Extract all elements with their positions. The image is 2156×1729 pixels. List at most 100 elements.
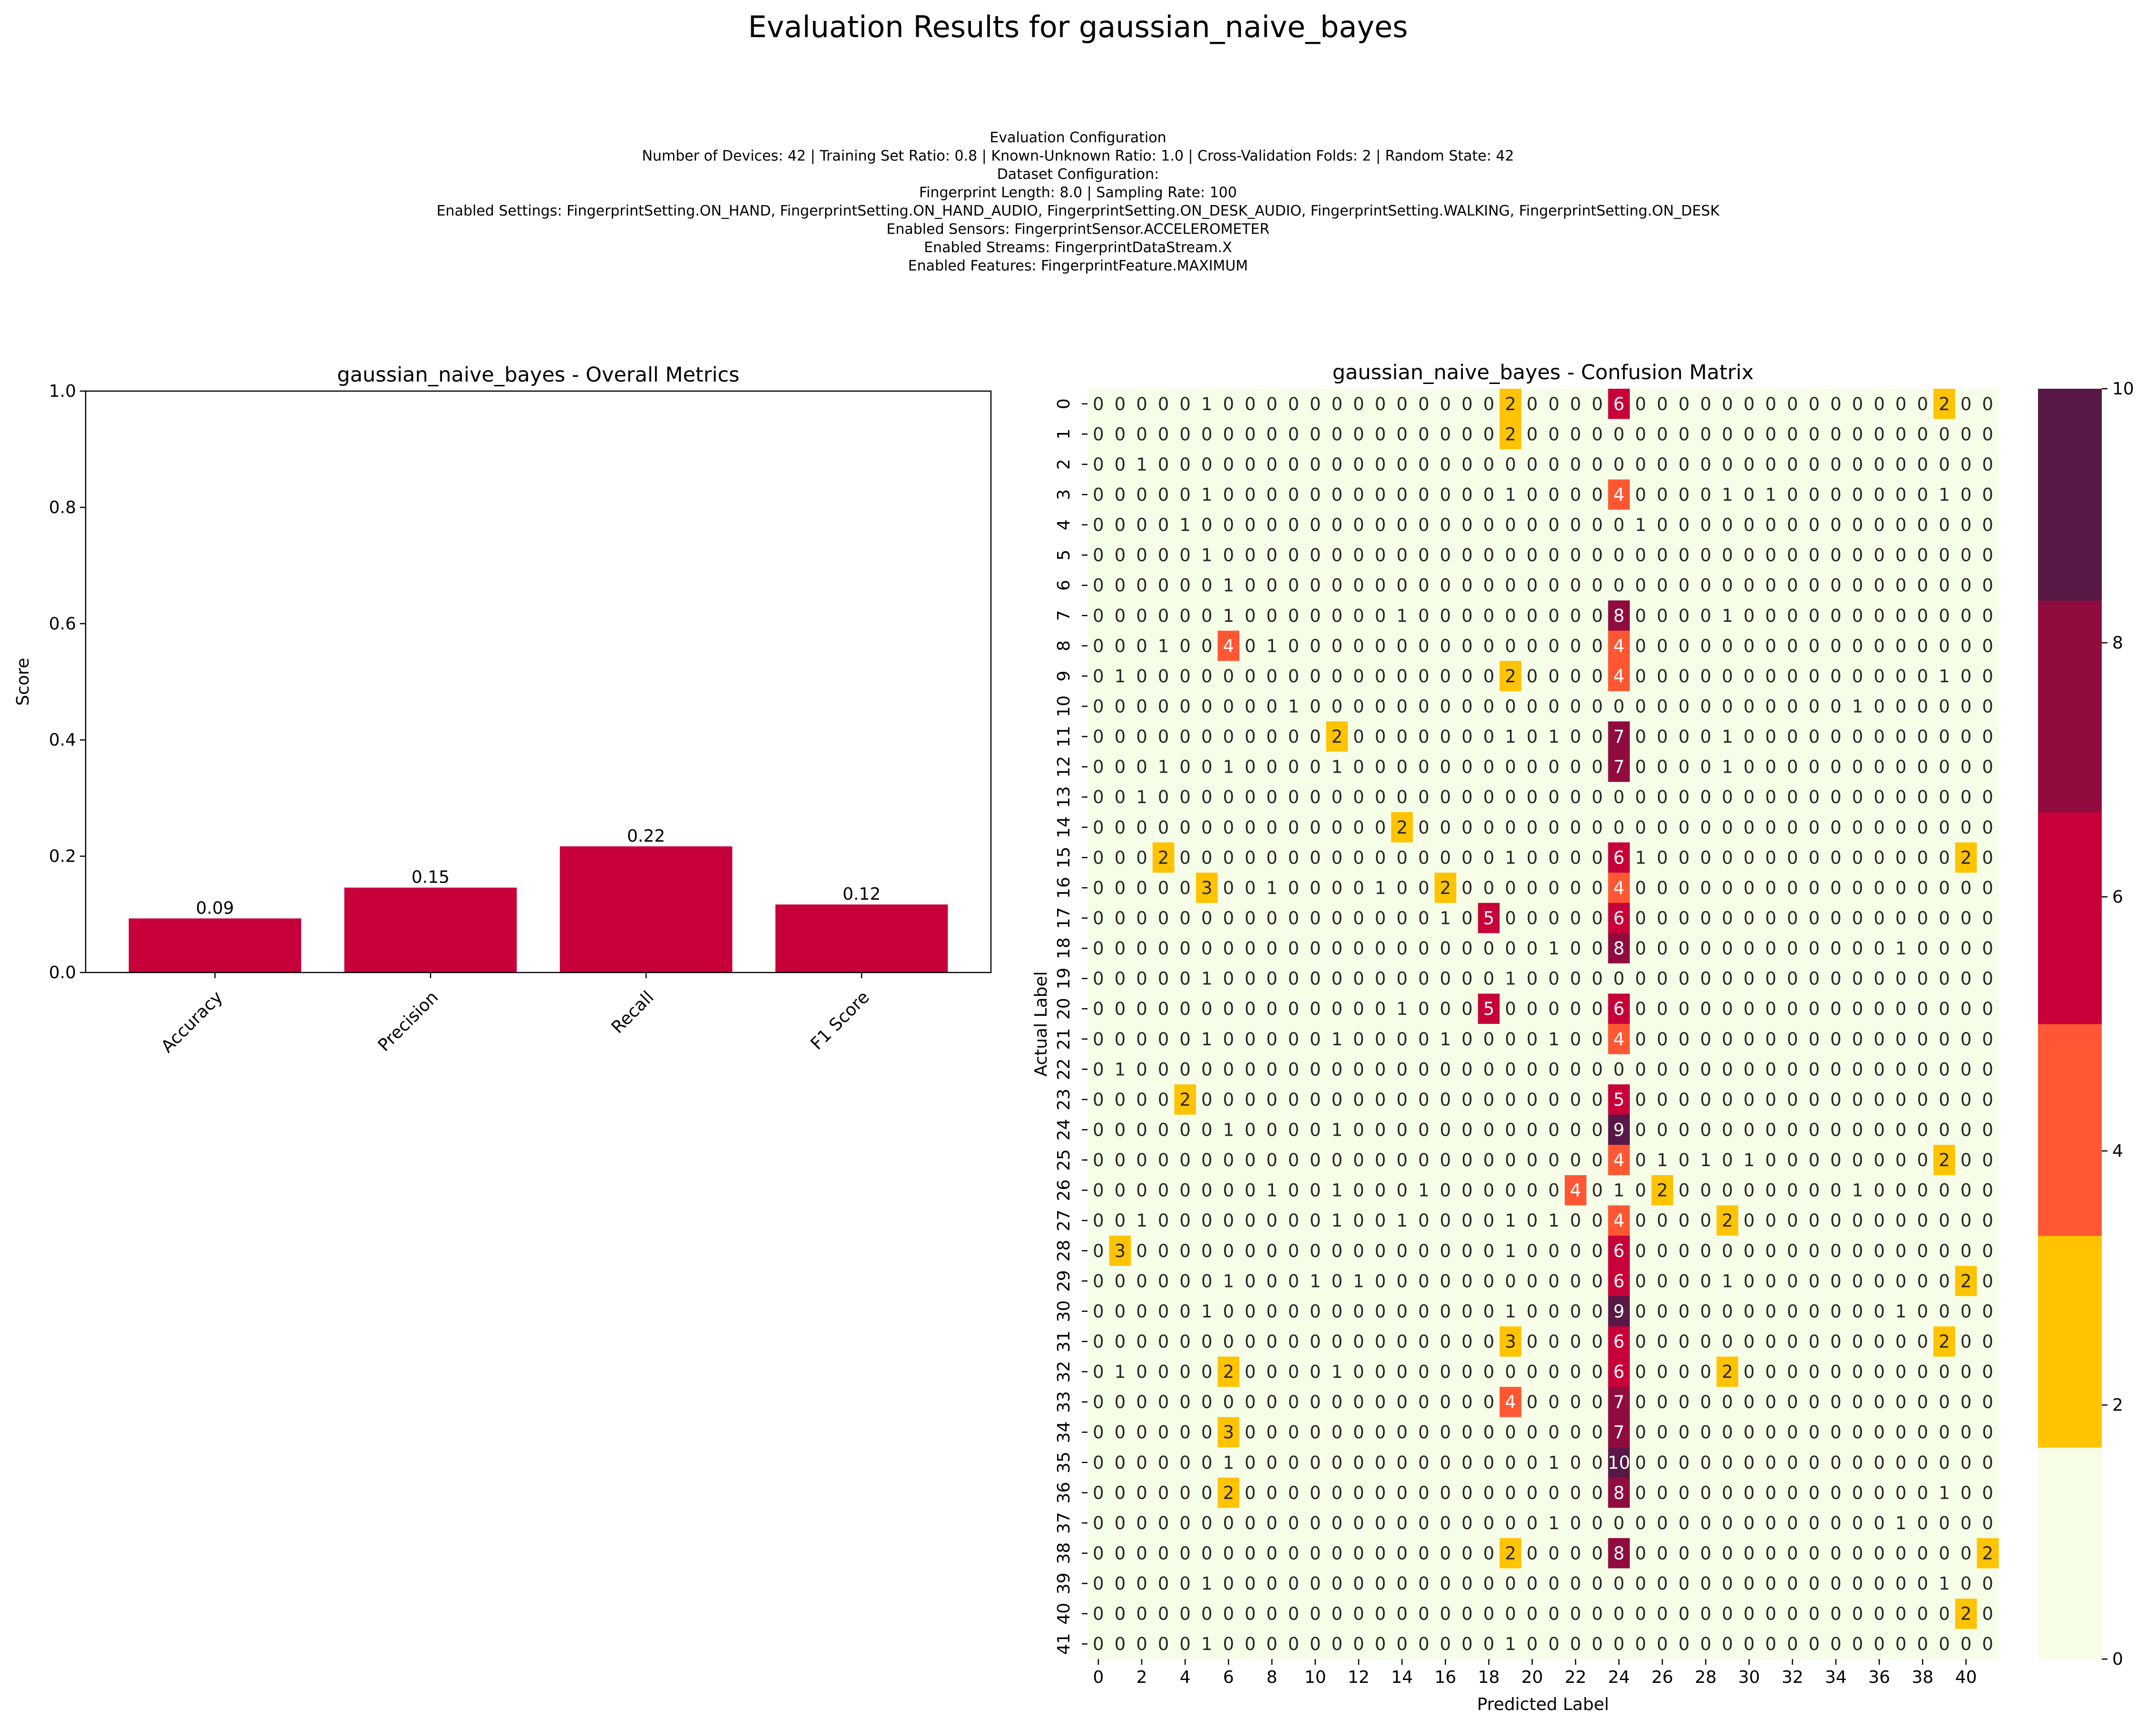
cell-value-label: 0 <box>1288 485 1299 505</box>
cell-value-label: 0 <box>1115 1513 1126 1533</box>
cell-value-label: 0 <box>1288 1180 1299 1201</box>
cell-value-label: 0 <box>1332 636 1343 656</box>
cell-value-label: 0 <box>1982 485 1993 505</box>
cell-value-label: 1 <box>1201 1634 1213 1654</box>
heatmap-cell <box>1499 570 1522 601</box>
cell-value-label: 1 <box>1548 1029 1560 1050</box>
cell-value-label: 0 <box>1223 1090 1235 1110</box>
cell-value-label: 0 <box>1830 1210 1842 1231</box>
cell-value-label: 0 <box>1223 787 1235 807</box>
bar-chart-title: gaussian_naive_bayes - Overall Metrics <box>337 363 740 387</box>
cell-value-label: 1 <box>1635 847 1646 868</box>
cell-value-label: 0 <box>1418 817 1430 838</box>
cell-value-label: 0 <box>1375 1392 1386 1413</box>
cell-value-label: 0 <box>1505 606 1516 626</box>
cell-value-label: 0 <box>1830 545 1842 566</box>
cell-value-label: 0 <box>1418 575 1430 596</box>
cell-value-label: 2 <box>1722 1210 1733 1231</box>
heatmap-cell <box>1586 419 1608 450</box>
cell-value-label: 0 <box>1353 394 1364 414</box>
heatmap-cell <box>1651 419 1674 450</box>
cell-value-label: 0 <box>1809 1120 1820 1140</box>
cell-value-label: 0 <box>1809 727 1820 747</box>
cell-value-label: 0 <box>1657 1271 1668 1291</box>
cell-value-label: 1 <box>1939 666 1950 687</box>
cell-value-label: 0 <box>1830 636 1842 656</box>
cell-value-label: 0 <box>1765 1392 1776 1413</box>
heatmap-cell <box>1196 570 1218 601</box>
heatmap-cell <box>1782 449 1804 480</box>
y-tick-label: 17 <box>1054 907 1074 929</box>
cell-value-label: 0 <box>1917 727 1929 747</box>
y-tick-label: 8 <box>1054 640 1074 651</box>
heatmap-cell <box>1478 479 1500 510</box>
cell-value-label: 0 <box>1852 1210 1863 1231</box>
cell-value-label: 0 <box>1353 485 1364 505</box>
cell-value-label: 0 <box>1332 1090 1343 1110</box>
cell-value-label: 0 <box>1310 545 1321 566</box>
cell-value-label: 0 <box>1245 1029 1256 1050</box>
heatmap-cell <box>1131 540 1153 571</box>
cell-value-label: 0 <box>1440 999 1451 1019</box>
cell-value-label: 0 <box>1136 1362 1147 1382</box>
cell-value-label: 1 <box>1505 727 1516 747</box>
cell-value-label: 0 <box>1505 1180 1516 1201</box>
cell-value-label: 0 <box>1310 1210 1321 1231</box>
cell-value-label: 9 <box>1613 1301 1625 1322</box>
cell-value-label: 0 <box>1201 757 1213 777</box>
heatmap-cell <box>1261 479 1283 510</box>
cell-value-label: 0 <box>1483 515 1495 535</box>
cell-value-label: 0 <box>1917 1483 1929 1503</box>
cell-value-label: 0 <box>1332 847 1343 868</box>
cell-value-label: 0 <box>1115 485 1126 505</box>
heatmap-cell <box>1152 540 1175 571</box>
cell-value-label: 0 <box>1722 787 1733 807</box>
heatmap-cell <box>1412 540 1435 571</box>
heatmap-cell <box>1695 419 1717 450</box>
cell-value-label: 0 <box>1245 606 1256 626</box>
heatmap-cell <box>1521 510 1544 540</box>
cell-value-label: 0 <box>1613 515 1625 535</box>
cell-value-label: 0 <box>1809 1422 1820 1443</box>
cell-value-label: 0 <box>1505 757 1516 777</box>
cell-value-label: 0 <box>1592 817 1603 838</box>
heatmap-cell <box>1217 479 1240 510</box>
cell-value-label: 0 <box>1158 1301 1169 1322</box>
cell-value-label: 0 <box>1158 969 1169 989</box>
heatmap-cell <box>1478 389 1500 420</box>
cell-value-label: 0 <box>1678 1422 1690 1443</box>
cell-value-label: 0 <box>1635 727 1646 747</box>
cell-value-label: 0 <box>1722 394 1733 414</box>
cell-value-label: 0 <box>1461 1210 1473 1231</box>
heatmap-cell <box>1412 449 1435 480</box>
cell-value-label: 0 <box>1093 938 1104 959</box>
cell-value-label: 0 <box>1744 999 1755 1019</box>
heatmap-cell <box>1955 510 1978 540</box>
cell-value-label: 0 <box>1375 847 1386 868</box>
cell-value-label: 0 <box>1635 1483 1646 1503</box>
cell-value-label: 0 <box>1787 1453 1798 1473</box>
cell-value-label: 0 <box>1223 1029 1235 1050</box>
cell-value-label: 0 <box>1158 999 1169 1019</box>
cell-value-label: 0 <box>1895 1150 1907 1170</box>
cell-value-label: 0 <box>1266 606 1278 626</box>
cell-value-label: 0 <box>1635 1090 1646 1110</box>
cell-value-label: 0 <box>1852 1513 1863 1533</box>
cell-value-label: 0 <box>1115 1090 1126 1110</box>
cell-value-label: 0 <box>1353 606 1364 626</box>
cell-value-label: 0 <box>1570 1634 1581 1654</box>
cell-value-label: 0 <box>1418 1301 1430 1322</box>
cell-value-label: 0 <box>1722 1029 1733 1050</box>
cell-value-label: 0 <box>1136 1543 1147 1564</box>
cell-value-label: 0 <box>1396 1271 1408 1291</box>
heatmap-cell <box>1304 570 1327 601</box>
cell-value-label: 0 <box>1917 1120 1929 1140</box>
cell-value-label: 0 <box>1960 999 1972 1019</box>
x-tick-label: 18 <box>1478 1668 1500 1687</box>
cell-value-label: 0 <box>1960 727 1972 747</box>
cell-value-label: 0 <box>1852 1483 1863 1503</box>
cell-value-label: 0 <box>1657 515 1668 535</box>
cell-value-label: 0 <box>1266 1210 1278 1231</box>
cell-value-label: 0 <box>1332 515 1343 535</box>
